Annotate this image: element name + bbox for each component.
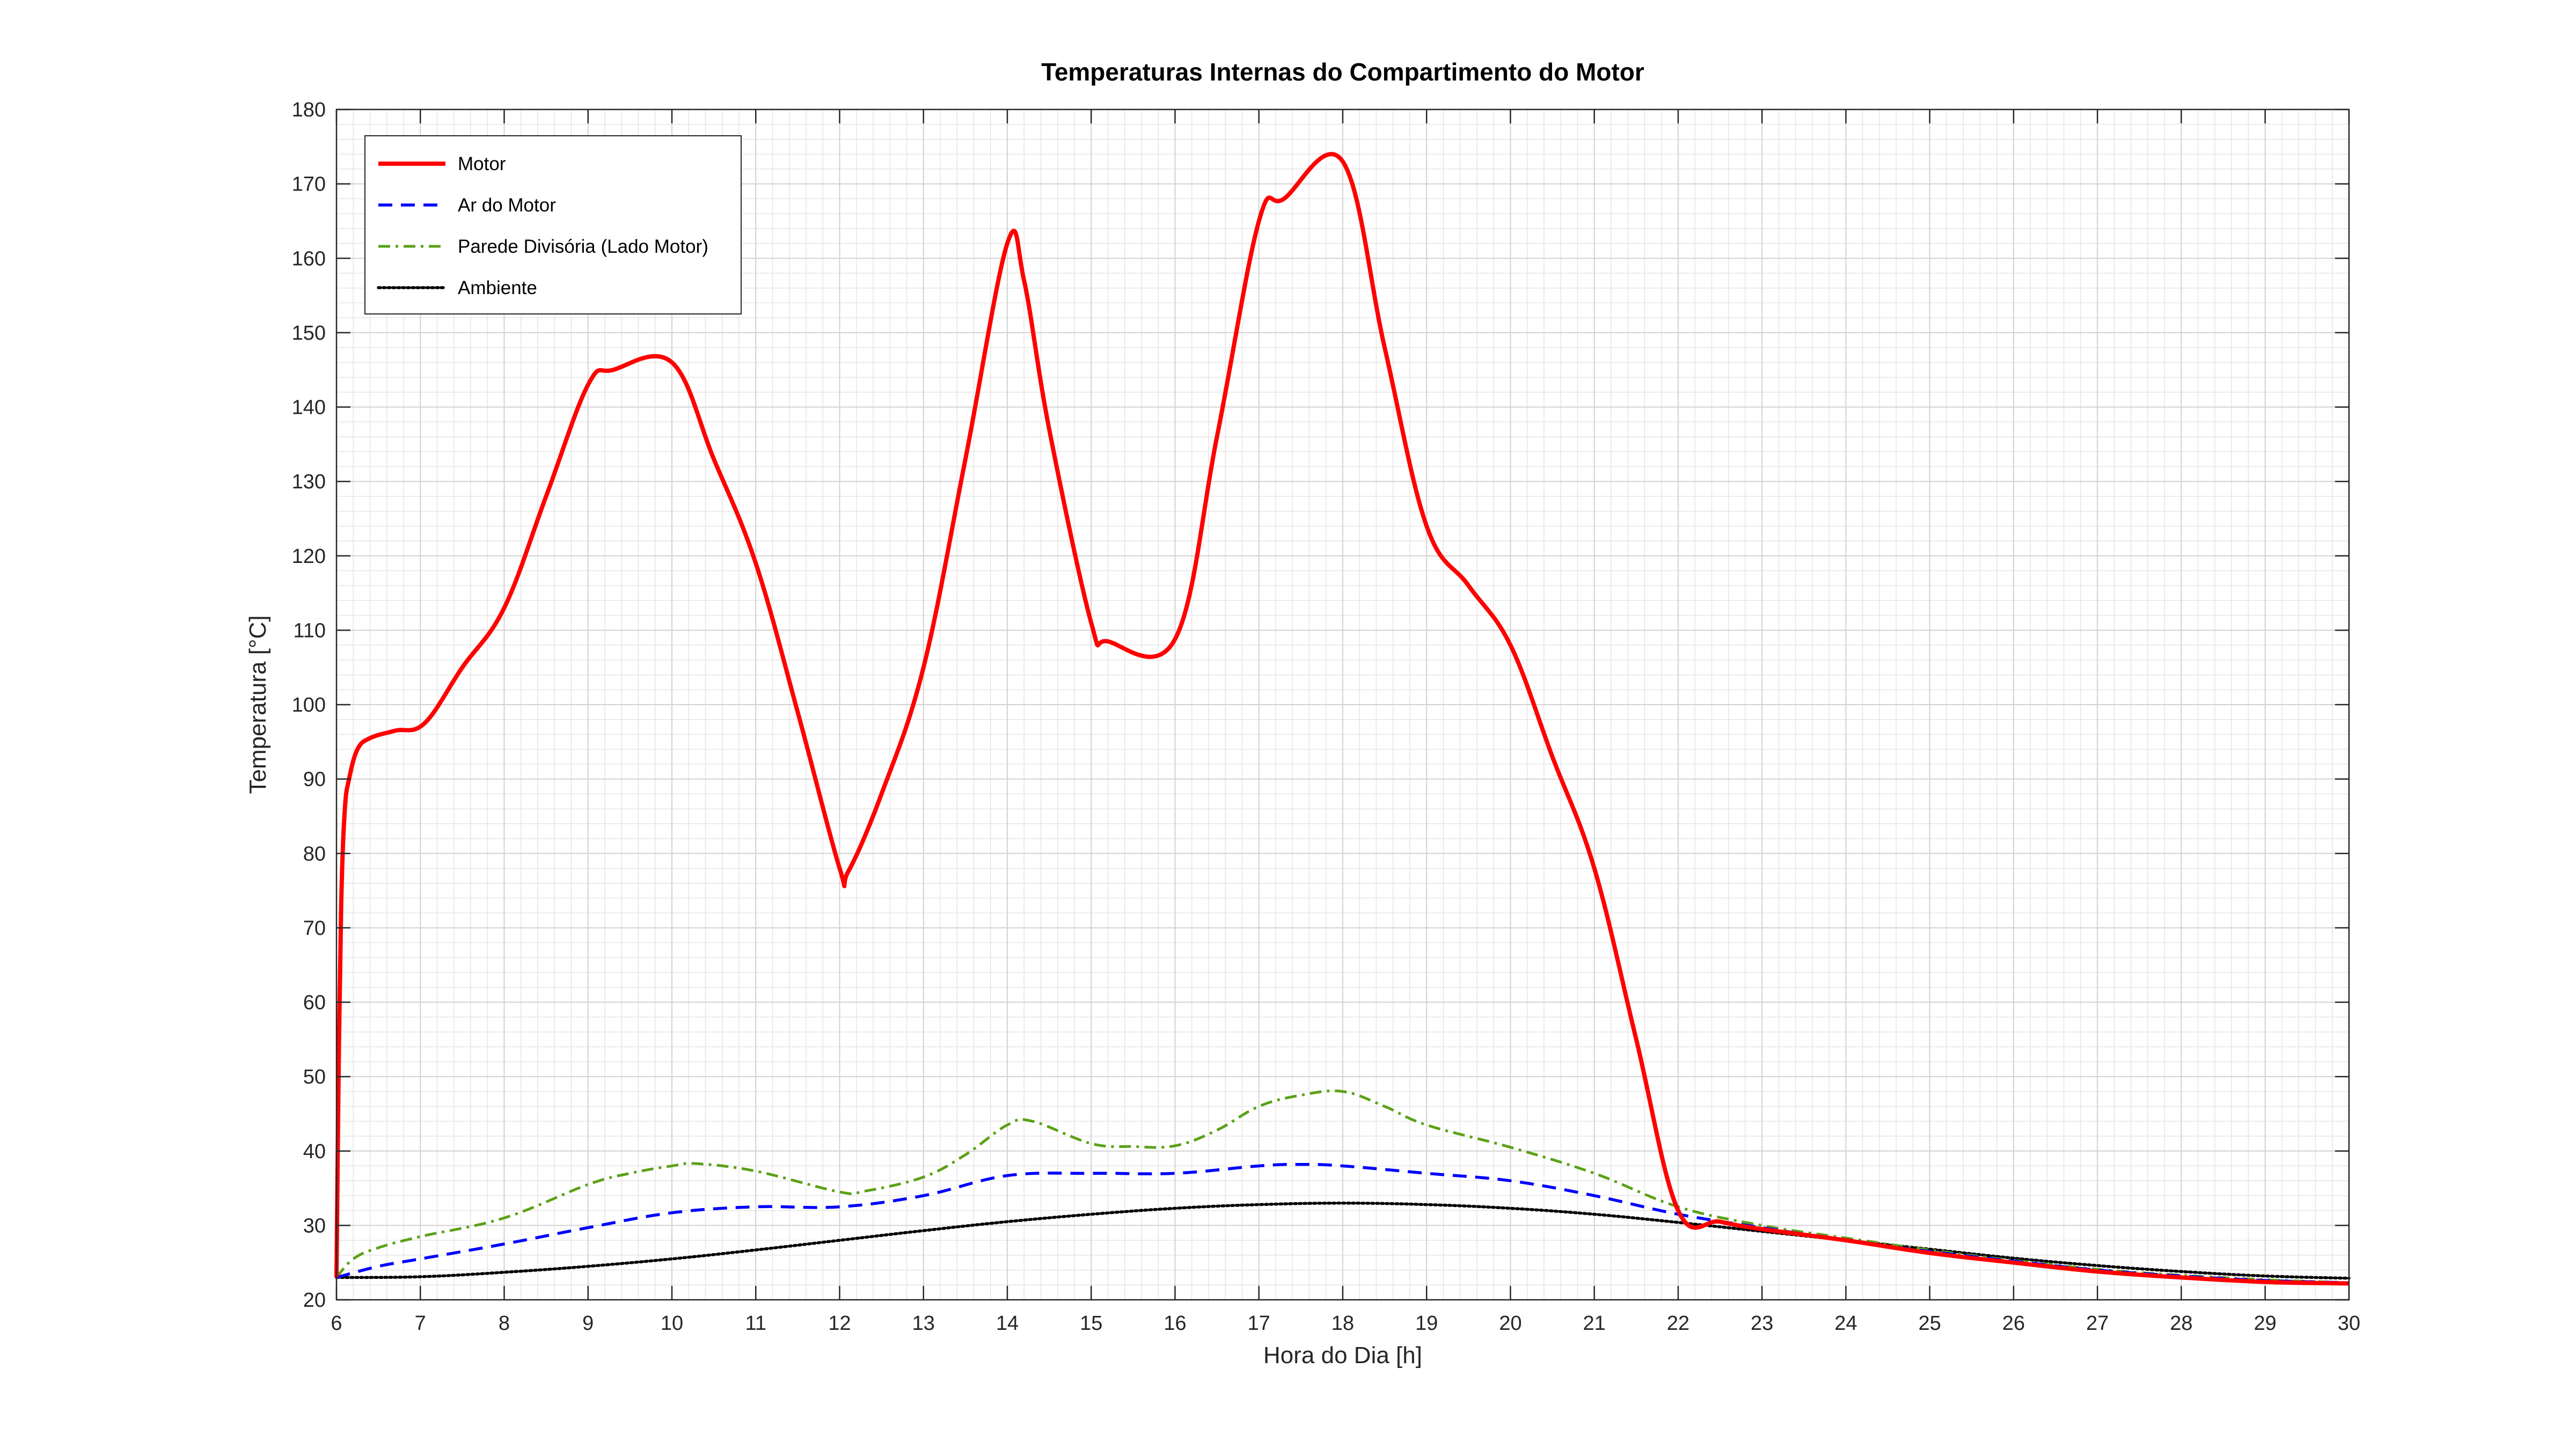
x-tick-label: 7 [415,1312,426,1335]
x-tick-label: 27 [2086,1312,2109,1335]
legend-label: Ar do Motor [458,195,556,216]
series-layer [334,152,2351,1286]
x-tick-labels: 6 7 8 9 10 11 12 13 14 15 16 17 18 19 20 21 22 23 24 25 26 27… [331,1312,2360,1335]
x-tick-label: 11 [745,1312,766,1335]
chart-title: Temperaturas Internas do Compartimento d… [1041,58,1644,86]
x-tick-label: 24 [1834,1312,1857,1335]
series-line-motor [334,152,2350,1286]
y-tick-label: 60 [303,992,326,1014]
x-tick-label: 20 [1499,1312,1521,1335]
x-tick-label: 25 [1919,1312,1941,1335]
x-tick-label: 13 [912,1312,935,1335]
y-tick-label: 170 [292,173,326,196]
series-line-ambiente [335,1202,2351,1280]
y-axis-label: Temperatura [°C] [245,615,271,794]
x-tick-label: 26 [2002,1312,2025,1335]
y-tick-label: 110 [293,619,326,642]
x-axis-label: Hora do Dia [h] [1263,1342,1422,1368]
x-tick-label: 30 [2338,1312,2360,1335]
y-tick-label: 40 [303,1140,326,1163]
x-tick-label: 15 [1080,1312,1102,1335]
x-tick-label: 21 [1583,1312,1606,1335]
y-tick-label: 100 [292,694,326,716]
x-tick-label: 17 [1248,1312,1270,1335]
x-tick-label: 10 [661,1312,683,1335]
legend-label: Ambiente [458,277,537,298]
x-tick-label: 19 [1415,1312,1438,1335]
legend-label: Motor [458,153,506,174]
x-tick-label: 12 [828,1312,851,1335]
y-tick-label: 130 [292,471,326,493]
x-tick-label: 23 [1751,1312,1773,1335]
x-tick-label: 8 [499,1312,510,1335]
axes-layer [335,108,2350,1301]
y-tick-label: 90 [303,769,326,791]
y-tick-label: 140 [292,397,326,419]
y-tick-label: 70 [303,917,326,940]
y-tick-label: 160 [292,247,326,270]
y-tick-label: 80 [303,843,326,865]
legend: Motor Ar do Motor Parede Divisória (Lado M… [364,135,742,314]
x-tick-label: 22 [1667,1312,1689,1335]
x-tick-label: 18 [1331,1312,1354,1335]
y-tick-label: 20 [303,1289,326,1312]
y-tick-label: 30 [303,1214,326,1237]
y-tick-label: 180 [292,99,326,121]
x-tick-label: 6 [331,1312,342,1335]
y-tick-label: 50 [303,1066,326,1088]
y-tick-labels: 20 30 40 50 60 70 80 90 100 110 120 130 140 150 160 170… [292,99,326,1312]
y-tick-label: 120 [292,545,326,568]
series-line-ar-do-motor [336,1162,2350,1284]
y-tick-label: 150 [292,322,326,345]
x-tick-label: 16 [1163,1312,1186,1335]
x-tick-label: 28 [2170,1312,2192,1335]
x-tick-label: 14 [996,1312,1019,1335]
x-tick-label: 29 [2254,1312,2277,1335]
x-tick-label: 9 [582,1312,594,1335]
legend-label: Parede Divisória (Lado Motor) [458,236,708,257]
